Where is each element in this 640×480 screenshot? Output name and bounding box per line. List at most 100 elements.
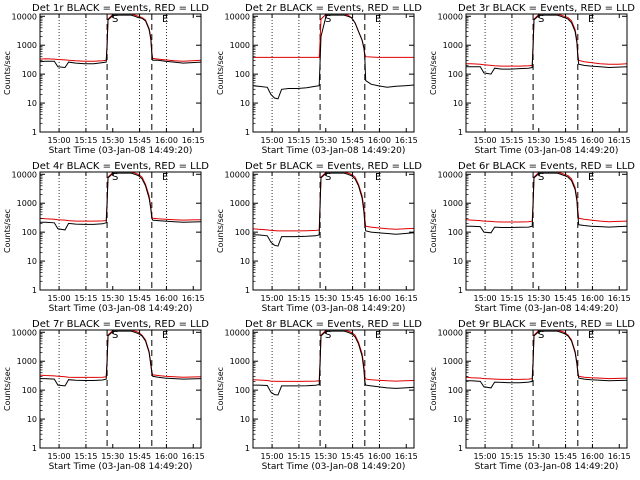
series-events-line xyxy=(253,172,414,247)
y-tick-label: 10 xyxy=(27,99,37,108)
x-tick-label: 16:00 xyxy=(581,294,604,303)
y-tick-label: 100 xyxy=(22,386,37,395)
y-tick-label: 10000 xyxy=(438,170,463,179)
x-tick-label: 15:30 xyxy=(527,294,550,303)
x-axis-label: Start Time (03-Jan-08 14:49:20) xyxy=(49,146,193,156)
x-tick-label: 15:30 xyxy=(527,136,550,145)
y-tick-label: 1000 xyxy=(230,199,250,208)
x-tick-label: 15:00 xyxy=(48,452,71,461)
x-tick-label: 15:45 xyxy=(554,452,577,461)
y-tick-label: 10000 xyxy=(438,12,463,21)
y-axis-label: Counts/sec xyxy=(429,51,438,95)
y-tick-label: 1000 xyxy=(17,357,37,366)
y-axis-label: Counts/sec xyxy=(429,367,438,411)
y-tick-label: 10 xyxy=(453,257,463,266)
plot-frame xyxy=(252,171,415,291)
x-tick-label: 15:15 xyxy=(74,136,97,145)
y-tick-label: 1 xyxy=(458,444,463,453)
y-tick-label: 10 xyxy=(240,415,250,424)
start-marker-label: S xyxy=(325,172,331,183)
series-events-line xyxy=(40,172,201,231)
y-tick-label: 10000 xyxy=(12,328,37,337)
x-tick-label: 15:15 xyxy=(74,452,97,461)
x-tick-label: 15:00 xyxy=(48,136,71,145)
start-marker-label: S xyxy=(112,330,118,341)
plot-frame xyxy=(39,13,202,133)
x-tick-label: 16:00 xyxy=(155,136,178,145)
y-tick-label: 10000 xyxy=(225,170,250,179)
start-marker-label: S xyxy=(112,14,118,25)
end-marker-label: E xyxy=(588,330,594,341)
x-tick-label: 15:15 xyxy=(287,294,310,303)
y-tick-label: 10 xyxy=(240,257,250,266)
x-tick-label: 16:15 xyxy=(395,136,418,145)
series-lld-line xyxy=(466,14,627,67)
x-tick-label: 15:00 xyxy=(474,452,497,461)
x-axis-label: Start Time (03-Jan-08 14:49:20) xyxy=(49,304,193,314)
x-tick-label: 15:45 xyxy=(341,294,364,303)
y-axis-label: Counts/sec xyxy=(3,209,12,253)
start-marker-label: S xyxy=(112,172,118,183)
y-tick-label: 10 xyxy=(240,99,250,108)
x-tick-label: 15:30 xyxy=(101,294,124,303)
x-tick-label: 15:15 xyxy=(287,136,310,145)
y-axis-label: Counts/sec xyxy=(216,367,225,411)
y-tick-label: 1 xyxy=(32,128,37,137)
series-lld-line xyxy=(253,172,414,232)
x-tick-label: 16:00 xyxy=(581,136,604,145)
y-tick-label: 1000 xyxy=(230,41,250,50)
panel-title: Det 2r BLACK = Events, RED = LLD xyxy=(245,3,422,14)
x-tick-label: 15:15 xyxy=(500,452,523,461)
y-tick-label: 1000 xyxy=(230,357,250,366)
series-lld-line xyxy=(253,14,414,58)
y-axis-label: Counts/sec xyxy=(3,51,12,95)
series-events-line xyxy=(253,14,414,100)
x-tick-label: 16:15 xyxy=(608,452,631,461)
end-marker-label: E xyxy=(375,330,381,341)
plot-frame xyxy=(252,13,415,133)
start-marker-label: S xyxy=(538,330,544,341)
panel-title: Det 3r BLACK = Events, RED = LLD xyxy=(458,3,635,14)
x-tick-label: 15:00 xyxy=(48,294,71,303)
end-marker-label: E xyxy=(162,172,168,183)
x-tick-label: 16:15 xyxy=(608,294,631,303)
x-tick-label: 16:00 xyxy=(368,294,391,303)
plot-frame xyxy=(252,329,415,449)
y-tick-label: 10000 xyxy=(12,170,37,179)
y-tick-label: 10 xyxy=(453,99,463,108)
x-tick-label: 15:45 xyxy=(128,294,151,303)
start-marker-label: S xyxy=(538,172,544,183)
x-tick-label: 15:45 xyxy=(128,136,151,145)
y-tick-label: 1000 xyxy=(17,41,37,50)
y-tick-label: 1000 xyxy=(17,199,37,208)
end-marker-label: E xyxy=(162,330,168,341)
series-lld-line xyxy=(253,330,414,382)
x-tick-label: 15:45 xyxy=(554,136,577,145)
x-tick-label: 15:30 xyxy=(527,452,550,461)
end-marker-label: E xyxy=(588,14,594,25)
panel-title: Det 8r BLACK = Events, RED = LLD xyxy=(245,319,422,330)
end-marker-label: E xyxy=(588,172,594,183)
x-axis-label: Start Time (03-Jan-08 14:49:20) xyxy=(475,462,619,472)
x-tick-label: 15:00 xyxy=(474,136,497,145)
x-tick-label: 15:00 xyxy=(261,452,284,461)
x-axis-label: Start Time (03-Jan-08 14:49:20) xyxy=(262,462,406,472)
end-marker-label: E xyxy=(162,14,168,25)
x-tick-label: 15:45 xyxy=(554,294,577,303)
x-tick-label: 15:45 xyxy=(128,452,151,461)
start-marker-label: S xyxy=(325,14,331,25)
y-tick-label: 100 xyxy=(448,228,463,237)
x-axis-label: Start Time (03-Jan-08 14:49:20) xyxy=(475,304,619,314)
panel-title: Det 1r BLACK = Events, RED = LLD xyxy=(32,3,209,14)
series-lld-line xyxy=(40,330,201,378)
plot-frame xyxy=(465,13,628,133)
x-axis-label: Start Time (03-Jan-08 14:49:20) xyxy=(475,146,619,156)
x-tick-label: 16:15 xyxy=(182,136,205,145)
x-tick-label: 15:30 xyxy=(101,452,124,461)
